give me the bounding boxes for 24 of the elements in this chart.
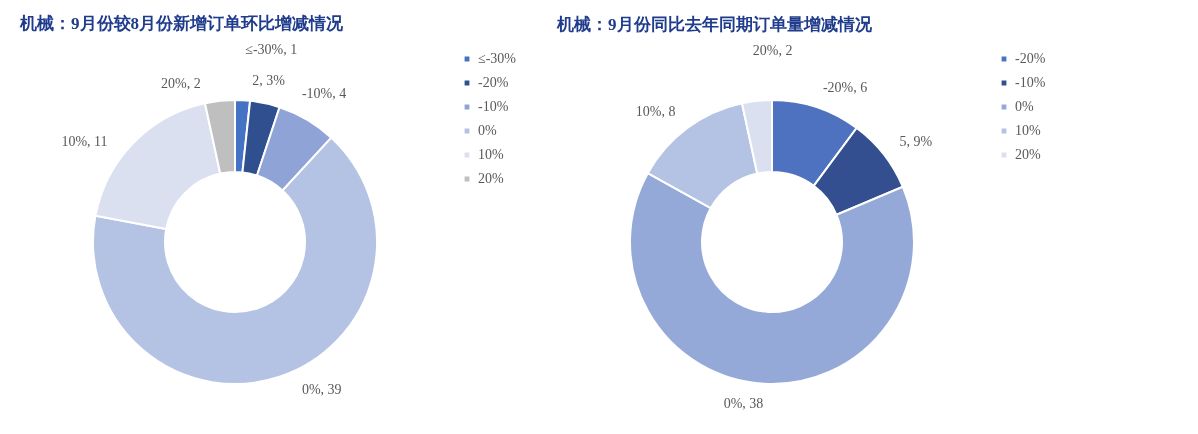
data-label: 10%, 8 [635, 103, 676, 119]
legend-label: 20% [1015, 147, 1041, 162]
data-label: 5, 9% [899, 133, 933, 149]
chart-title: 机械：9月份同比去年同期订单量增减情况 [556, 15, 873, 35]
data-label: 0%, 38 [723, 395, 764, 411]
legend-label: 0% [478, 123, 497, 138]
legend-label: -10% [1015, 75, 1046, 90]
data-label: 2, 3% [252, 72, 286, 88]
legend-label: 0% [1015, 99, 1034, 114]
legend-label: ≤-30% [478, 51, 517, 66]
data-label: ≤-30%, 1 [245, 42, 298, 58]
legend-label: -10% [478, 99, 509, 114]
data-label: 20%, 2 [752, 43, 793, 59]
chart-title: 机械：9月份较8月份新增订单环比增减情况 [19, 14, 344, 34]
legend-label: 10% [1015, 123, 1041, 138]
legend-label: 20% [478, 171, 504, 186]
data-label: 20%, 2 [161, 75, 201, 91]
data-label: -20%, 6 [822, 80, 868, 96]
data-label: 10%, 11 [61, 133, 108, 149]
legend-label: -20% [1015, 51, 1046, 66]
data-label: -10%, 4 [301, 86, 347, 102]
data-label: 0%, 39 [301, 381, 342, 397]
legend-label: -20% [478, 75, 509, 90]
legend-label: 10% [478, 147, 504, 162]
